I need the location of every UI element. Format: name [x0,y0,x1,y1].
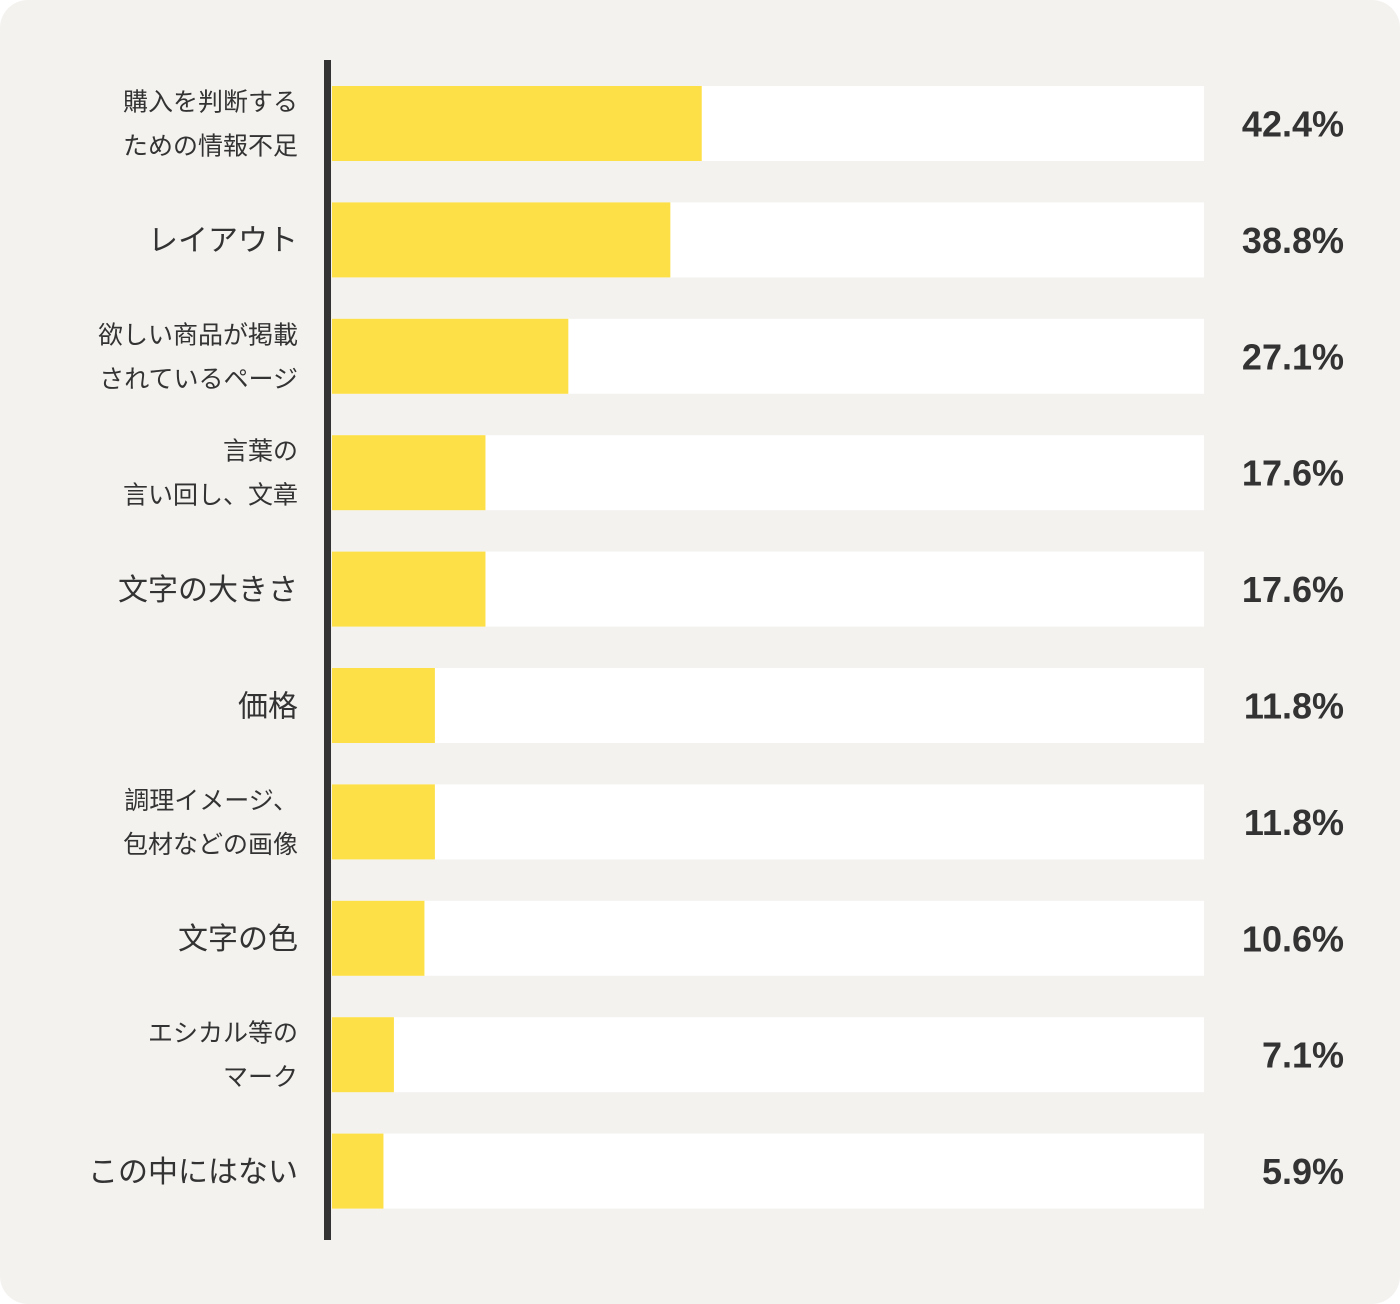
bar-track [332,784,1204,860]
category-label: エシカル等のマーク [148,1019,298,1092]
bar-track [332,1017,1204,1093]
bar-track [332,668,1204,743]
category-label-line: 価格 [238,689,298,724]
bar [332,900,425,976]
category-label-line: されているページ [99,364,298,393]
value-label: 11.8% [1244,802,1344,843]
bar [332,202,671,278]
category-label-line: この中にはない [88,1155,298,1190]
bar [332,1017,394,1093]
category-label-line: 言葉の [223,437,298,466]
value-label: 11.8% [1244,686,1344,727]
category-label: 購入を判断するための情報不足 [123,88,298,161]
category-label: 価格 [238,689,298,724]
value-label: 17.6% [1242,453,1344,494]
value-label: 38.8% [1242,220,1344,261]
category-label: レイアウト [148,224,298,259]
bar [332,86,702,161]
category-label-line: レイアウト [148,224,298,259]
category-label: この中にはない [88,1155,298,1190]
category-label: 言葉の言い回し、文章 [123,437,298,510]
category-label-line: 包材などの画像 [123,830,298,859]
bar [332,1133,384,1209]
y-axis-line [324,60,331,1240]
category-label-line: マーク [223,1063,298,1092]
category-label-line: 欲しい商品が掲載 [98,320,298,349]
bar [332,435,486,511]
value-label: 42.4% [1242,104,1344,145]
category-label: 欲しい商品が掲載されているページ [98,320,298,393]
value-label: 17.6% [1242,569,1344,610]
value-label: 10.6% [1242,918,1344,959]
bar [332,551,486,627]
category-label-line: 文字の色 [178,922,298,957]
category-label: 調理イメージ、包材などの画像 [123,786,298,859]
bar [332,668,435,743]
value-labels: 42.4% 38.8% 27.1% 17.6% 17.6% 11.8% 11.8% 10.6%… [1242,104,1344,1193]
category-label-line: 文字の大きさ [118,573,298,608]
category-labels: 購入を判断するための情報不足レイアウト欲しい商品が掲載されているページ言葉の言い… [88,88,298,1190]
category-label-line: 調理イメージ、 [124,786,298,815]
bar [332,318,569,394]
category-label: 文字の色 [178,922,298,957]
category-label-line: 言い回し、文章 [123,481,298,510]
bar-track [332,1133,1204,1209]
value-label: 7.1% [1262,1035,1344,1076]
value-label: 5.9% [1262,1151,1344,1192]
category-label-line: 購入を判断する [123,88,298,117]
category-label-line: ための情報不足 [123,132,298,161]
value-label: 27.1% [1242,336,1344,377]
bars [332,86,702,1209]
bar-track [332,900,1204,976]
category-label: 文字の大きさ [118,573,298,608]
category-label-line: エシカル等の [148,1019,298,1048]
bar [332,784,435,860]
